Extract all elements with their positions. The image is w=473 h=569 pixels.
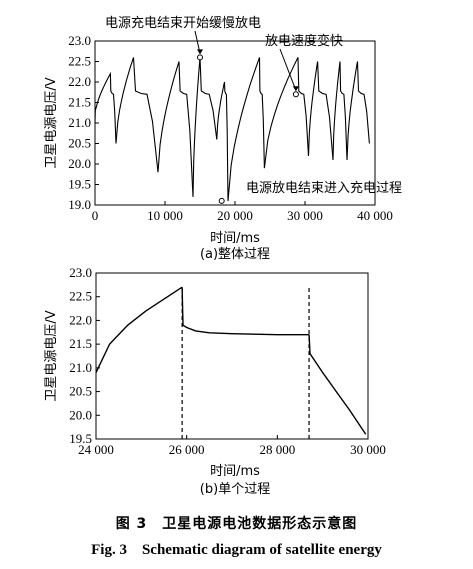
x-tick-label: 40 000	[357, 208, 393, 223]
y-tick-label: 19.5	[68, 177, 91, 192]
x-tick-label: 30 000	[287, 208, 323, 223]
x-tick-label: 24 000	[78, 442, 114, 457]
annotation-arrow	[279, 48, 297, 91]
annotation-label: 电源充电结束开始缓慢放电	[105, 15, 261, 31]
y-tick-label: 20.5	[68, 136, 91, 151]
annotation-marker	[292, 91, 299, 98]
x-tick-label: 30 000	[350, 442, 386, 457]
series-b	[95, 286, 367, 439]
voltage-cycle	[307, 61, 334, 160]
voltage-cycle	[192, 57, 218, 197]
x-axis-label-b: 时间/ms	[210, 464, 260, 479]
y-axis-label-b: 卫星电源电压/V	[44, 310, 59, 401]
x-tick-label: 20 000	[217, 208, 253, 223]
voltage-cycle	[263, 57, 310, 169]
plot-area-b	[95, 272, 369, 440]
y-tick-label: 19.5	[69, 431, 92, 446]
x-tick-label: 10 000	[147, 208, 183, 223]
annotation-marker	[197, 54, 203, 61]
voltage-cycle	[94, 71, 117, 144]
ticks-a: 0 10 000 20 000 30 000 40 000 19.0 19.5 20.0 20.…	[68, 33, 393, 223]
voltage-cycle	[157, 61, 194, 197]
x-axis-label-a: 时间/ms	[210, 231, 260, 246]
x-tick-label: 28 000	[259, 442, 295, 457]
subtitle-a: (a)整体过程	[200, 247, 270, 262]
series-a	[94, 57, 370, 201]
y-tick-label: 20.0	[68, 156, 91, 171]
annotation-label: 电源放电结束进入充电过程	[246, 180, 402, 196]
y-tick-label: 20.5	[69, 384, 92, 399]
voltage-cycle	[115, 57, 159, 173]
ticks-b: 24 000 26 000 28 000 30 000 19.5 20.0 20.5 21.0…	[69, 265, 386, 457]
annotation-arrowhead	[292, 86, 299, 92]
voltage-cycle	[346, 61, 370, 160]
y-tick-label: 21.0	[69, 360, 92, 375]
chart-b: 24 000 26 000 28 000 30 000 19.5 20.0 20.5 21.0…	[44, 265, 386, 497]
y-tick-label: 22.0	[68, 74, 91, 89]
voltage-cycle	[227, 57, 265, 201]
y-tick-label: 21.0	[68, 115, 91, 130]
y-axis-label-a: 卫星电源电压/V	[44, 77, 59, 168]
annotation-label: 放电速度变快	[265, 33, 343, 49]
y-tick-label: 22.0	[69, 312, 92, 327]
voltage-cycle	[332, 61, 348, 160]
figure-caption-en: Fig. 3 Schematic diagram of satellite en…	[91, 542, 382, 558]
voltage-segment	[181, 287, 310, 336]
y-tick-label: 20.0	[69, 407, 92, 422]
y-tick-label: 21.5	[68, 95, 91, 110]
y-tick-label: 19.0	[68, 197, 91, 212]
x-tick-label: 26 000	[169, 442, 205, 457]
annotation-marker	[218, 197, 225, 204]
y-tick-label: 21.5	[69, 336, 92, 351]
subtitle-b: (b)单个过程	[200, 482, 270, 497]
voltage-segment	[308, 334, 367, 435]
y-tick-label: 23.0	[68, 33, 91, 48]
figure-caption-cn: 图 3 卫星电源电池数据形态示意图	[115, 516, 358, 532]
y-tick-label: 22.5	[68, 54, 91, 69]
y-tick-label: 23.0	[69, 265, 92, 280]
voltage-cycle	[216, 81, 229, 201]
annotation-arrowhead	[197, 49, 203, 55]
x-tick-label: 0	[92, 208, 99, 223]
voltage-segment	[95, 286, 183, 373]
y-tick-label: 22.5	[69, 289, 92, 304]
chart-a: 0 10 000 20 000 30 000 40 000 19.0 19.5 20.0 20.…	[44, 15, 402, 262]
